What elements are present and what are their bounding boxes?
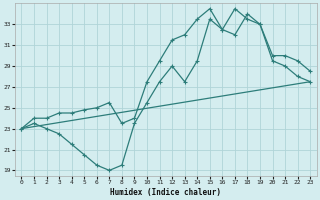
X-axis label: Humidex (Indice chaleur): Humidex (Indice chaleur) bbox=[110, 188, 221, 197]
